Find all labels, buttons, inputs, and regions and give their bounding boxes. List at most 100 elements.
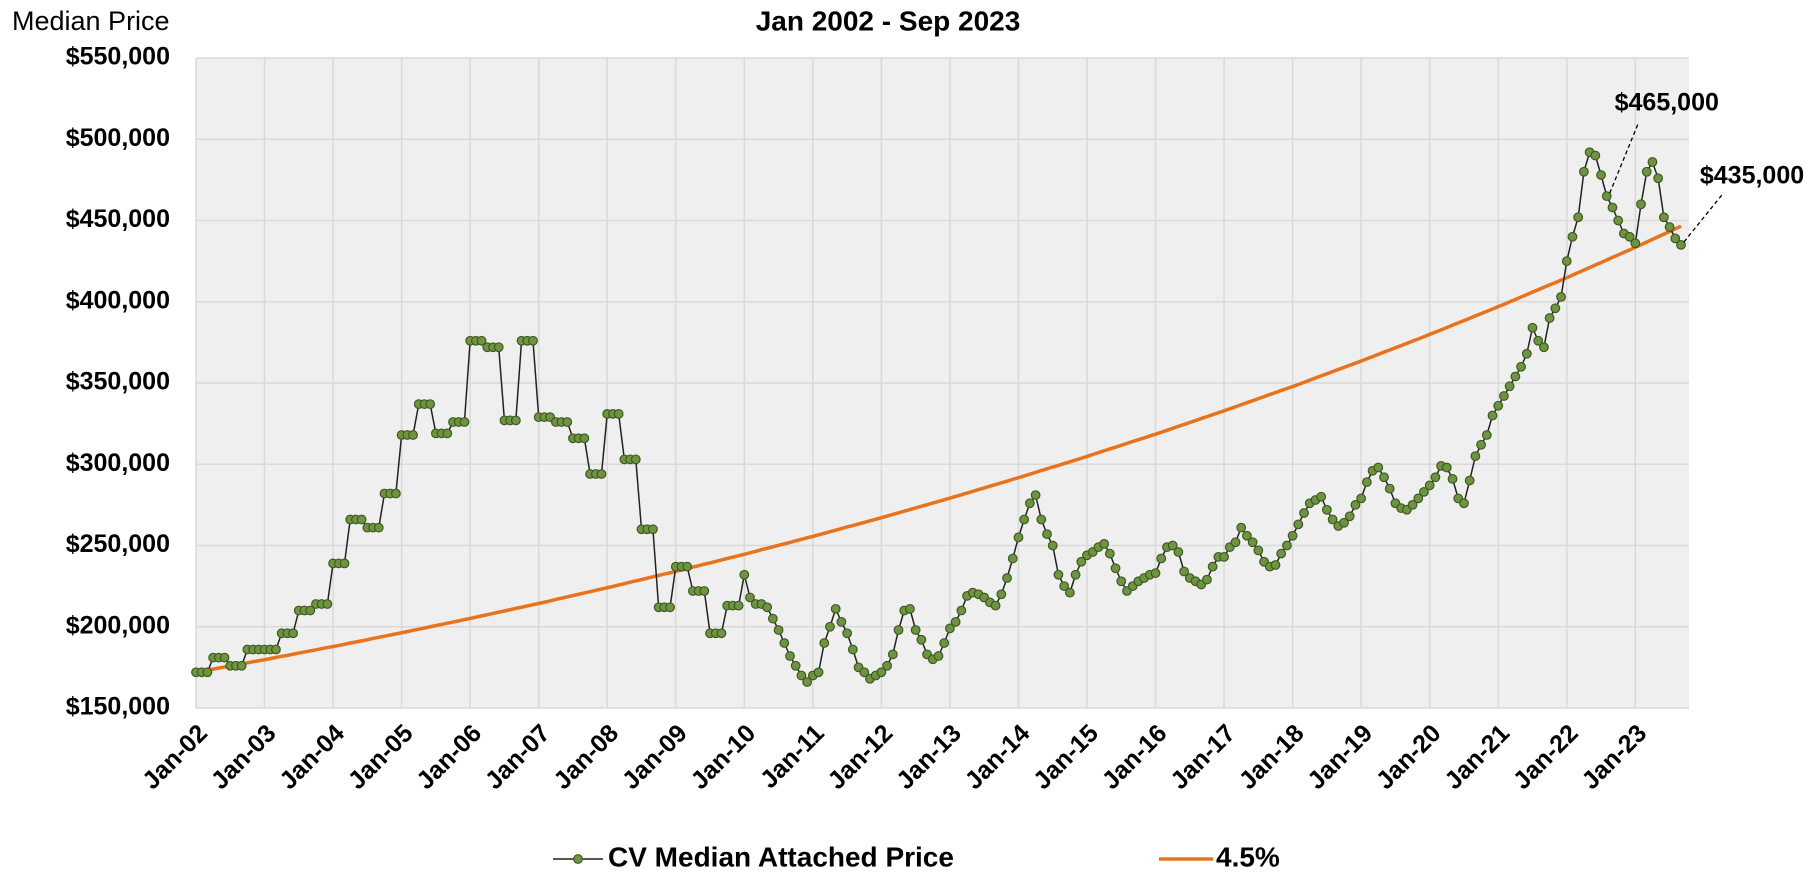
y-tick-label: $450,000 — [66, 205, 170, 233]
price-marker — [1567, 231, 1578, 242]
price-marker — [1413, 493, 1424, 504]
price-marker — [1156, 553, 1167, 564]
price-marker — [1024, 498, 1035, 509]
price-marker — [1481, 430, 1492, 440]
price-marker — [1613, 215, 1624, 226]
price-marker — [1493, 400, 1504, 411]
price-marker — [1327, 514, 1338, 525]
x-tick-label: Jan-07 — [480, 719, 556, 795]
x-tick-label: Jan-09 — [617, 719, 693, 795]
legend-swatch-marker — [573, 854, 583, 864]
price-marker — [1533, 335, 1544, 346]
y-tick-label: $150,000 — [66, 693, 170, 721]
price-marker — [1242, 530, 1252, 541]
x-tick-label: Jan-06 — [411, 719, 487, 795]
price-marker — [665, 602, 675, 613]
price-marker — [1361, 477, 1372, 488]
price-marker — [945, 623, 955, 634]
price-marker — [1167, 540, 1178, 551]
price-marker — [1104, 548, 1115, 559]
price-marker — [1219, 551, 1229, 562]
price-marker — [990, 600, 1001, 611]
price-marker — [1110, 563, 1121, 574]
price-marker — [579, 433, 590, 444]
price-marker — [933, 651, 944, 661]
price-marker — [773, 625, 784, 635]
price-marker — [1116, 576, 1127, 587]
price-marker — [1030, 490, 1041, 501]
price-marker — [1070, 569, 1081, 580]
x-tick-label: Jan-04 — [274, 719, 350, 795]
price-marker — [1064, 587, 1075, 598]
price-marker — [613, 408, 624, 419]
y-tick-label: $300,000 — [66, 449, 170, 477]
price-marker — [733, 600, 744, 611]
price-marker — [1459, 498, 1469, 509]
price-marker — [1236, 522, 1247, 533]
price-marker — [859, 667, 870, 678]
x-tick-label: Jan-02 — [137, 719, 213, 795]
price-marker — [1464, 475, 1475, 486]
price-marker — [288, 628, 298, 639]
price-marker — [785, 651, 795, 661]
price-marker — [939, 638, 950, 648]
price-marker — [1630, 238, 1641, 249]
price-marker — [1664, 222, 1675, 232]
price-marker — [1419, 486, 1429, 497]
price-marker — [425, 399, 436, 410]
price-marker — [716, 628, 727, 639]
price-marker — [819, 638, 830, 648]
price-marker — [528, 335, 538, 346]
price-marker — [1561, 256, 1572, 267]
price-marker — [1550, 303, 1561, 314]
price-marker — [779, 638, 790, 648]
price-marker — [1202, 574, 1212, 585]
price-marker — [356, 514, 367, 525]
price-marker — [876, 667, 887, 678]
price-marker — [1653, 173, 1664, 184]
price-marker — [219, 652, 230, 663]
price-marker — [1270, 560, 1281, 570]
price-marker — [1590, 150, 1601, 161]
price-marker — [510, 415, 521, 426]
price-marker — [562, 417, 573, 427]
price-marker — [1373, 462, 1384, 473]
price-marker — [459, 417, 470, 427]
price-marker — [1636, 199, 1646, 210]
price-marker — [1013, 532, 1024, 543]
price-marker — [1173, 547, 1184, 557]
price-marker — [745, 592, 755, 603]
price-marker — [493, 342, 504, 353]
x-tick-label: Jan-11 — [755, 719, 830, 794]
x-tick-label: Jan-17 — [1165, 719, 1241, 795]
price-marker — [1059, 581, 1070, 592]
price-marker — [996, 589, 1007, 600]
x-tick-label: Jan-05 — [343, 719, 419, 795]
price-marker — [1521, 348, 1532, 359]
x-tick-label: Jan-15 — [1028, 719, 1104, 795]
x-tick-label: Jan-19 — [1302, 719, 1378, 795]
price-marker — [1624, 231, 1635, 242]
price-marker — [1447, 473, 1458, 484]
price-marker — [1379, 472, 1389, 483]
price-marker — [1253, 545, 1264, 556]
price-marker — [1544, 313, 1555, 323]
price-marker — [476, 335, 487, 346]
y-tick-label: $400,000 — [66, 286, 170, 314]
legend-label: CV Median Attached Price — [608, 841, 954, 872]
price-marker — [1247, 537, 1258, 548]
price-marker — [1539, 342, 1549, 353]
price-marker — [1350, 499, 1361, 510]
price-marker — [236, 660, 247, 671]
price-marker — [802, 677, 813, 687]
price-marker — [1282, 540, 1292, 551]
price-marker — [1601, 191, 1612, 202]
price-marker — [1676, 239, 1686, 250]
price-marker — [1579, 166, 1589, 177]
price-marker — [813, 667, 824, 678]
price-marker — [905, 603, 915, 614]
x-tick-label: Jan-08 — [548, 719, 624, 795]
x-tick-label: Jan-21 — [1439, 719, 1515, 795]
price-marker — [391, 488, 401, 499]
